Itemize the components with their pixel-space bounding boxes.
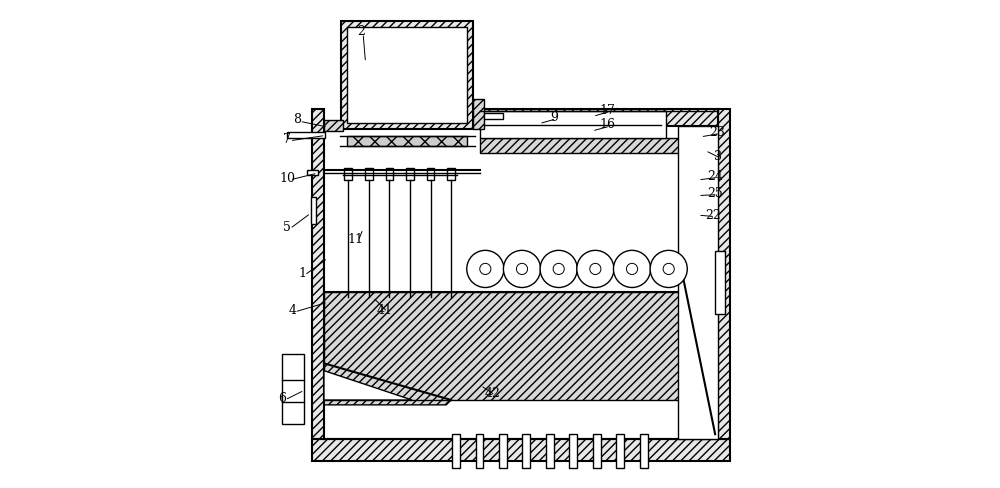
Bar — [341, 22, 473, 129]
Bar — [522, 434, 530, 468]
Bar — [480, 112, 666, 139]
Circle shape — [540, 251, 577, 288]
Text: 41: 41 — [377, 304, 393, 316]
Bar — [386, 168, 393, 181]
Text: 4: 4 — [288, 304, 296, 316]
Bar — [452, 434, 460, 468]
Bar — [484, 114, 503, 120]
Bar — [287, 133, 325, 139]
Text: 2: 2 — [357, 25, 365, 38]
Bar — [480, 139, 705, 154]
Circle shape — [663, 264, 674, 275]
Bar — [476, 434, 483, 468]
Bar — [499, 434, 507, 468]
Text: 7: 7 — [283, 133, 291, 145]
Text: 25: 25 — [707, 186, 723, 199]
Bar — [715, 252, 725, 314]
Polygon shape — [324, 371, 412, 400]
Bar — [324, 121, 343, 132]
Bar — [718, 110, 730, 439]
Bar — [593, 434, 601, 468]
Bar — [347, 137, 467, 146]
Text: 10: 10 — [279, 172, 295, 184]
Polygon shape — [324, 364, 451, 405]
Text: 24: 24 — [707, 169, 723, 182]
Bar — [678, 127, 718, 439]
Bar — [406, 168, 414, 181]
Text: 3: 3 — [714, 150, 722, 163]
Bar — [311, 198, 316, 224]
Circle shape — [577, 251, 614, 288]
Circle shape — [553, 264, 564, 275]
Circle shape — [467, 251, 504, 288]
Circle shape — [613, 251, 651, 288]
Text: 11: 11 — [348, 233, 364, 245]
Bar — [282, 354, 304, 425]
Text: 9: 9 — [550, 111, 558, 123]
Bar — [427, 168, 434, 181]
Bar — [616, 434, 624, 468]
Circle shape — [650, 251, 687, 288]
Bar — [347, 28, 467, 123]
Text: 42: 42 — [485, 386, 501, 399]
Bar — [312, 439, 730, 461]
Bar — [640, 434, 648, 468]
Text: 5: 5 — [283, 221, 291, 233]
Bar — [447, 168, 455, 181]
Text: 17: 17 — [600, 103, 616, 116]
Circle shape — [503, 251, 541, 288]
Circle shape — [516, 264, 528, 275]
Bar — [312, 110, 324, 439]
Circle shape — [626, 264, 638, 275]
Text: 6: 6 — [278, 391, 286, 404]
Bar — [473, 100, 484, 129]
Bar — [480, 110, 718, 127]
Bar — [546, 434, 554, 468]
Bar — [569, 434, 577, 468]
Bar — [344, 168, 352, 181]
Text: 23: 23 — [710, 125, 726, 138]
Bar — [324, 293, 691, 400]
Text: 8: 8 — [293, 113, 301, 126]
Text: 22: 22 — [705, 208, 721, 221]
Circle shape — [480, 264, 491, 275]
Text: 16: 16 — [600, 118, 616, 131]
Bar — [307, 171, 318, 176]
Text: 1: 1 — [298, 267, 306, 280]
Circle shape — [590, 264, 601, 275]
Bar — [365, 168, 373, 181]
